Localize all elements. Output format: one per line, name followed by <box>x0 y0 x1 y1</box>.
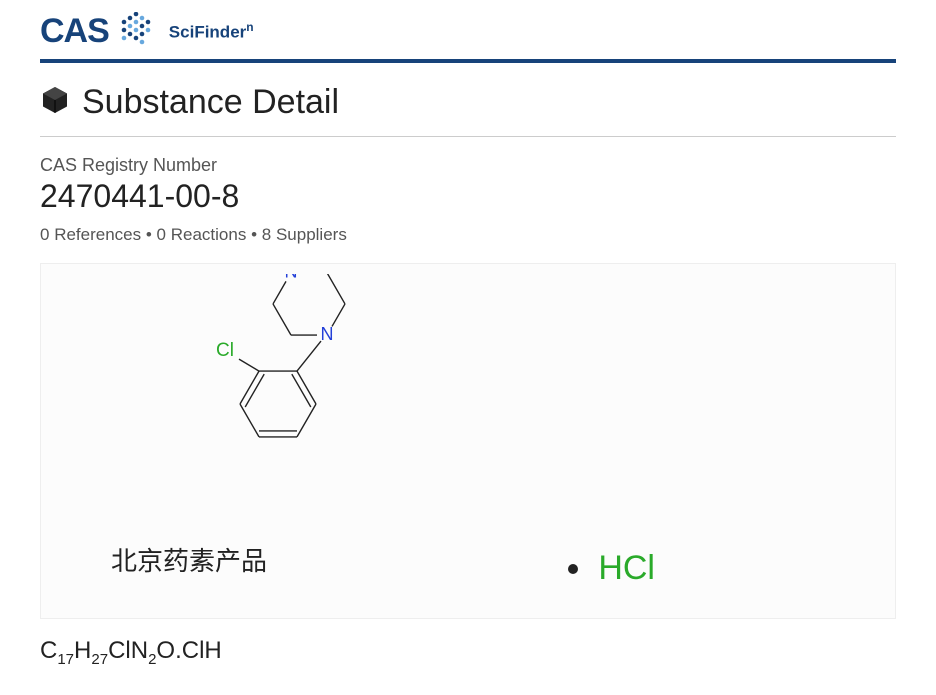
watermark-text: 北京药素产品 <box>111 541 267 578</box>
brand-dots-icon <box>117 12 155 51</box>
substance-icon <box>40 85 70 120</box>
registry-number: 2470441-00-8 <box>40 178 896 215</box>
page-title-row: Substance Detail <box>40 63 896 137</box>
molecule-diagram: ClNNO <box>148 274 788 504</box>
references-link[interactable]: 0 References <box>40 225 141 244</box>
brand-product-name: SciFindern <box>169 20 254 43</box>
reactions-link[interactable]: 0 Reactions <box>157 225 247 244</box>
structure-panel: ClNNO 北京药素产品 HCl <box>40 263 896 619</box>
page-title: Substance Detail <box>82 83 339 122</box>
svg-text:Cl: Cl <box>216 340 234 361</box>
hcl-text: HCl <box>598 549 655 588</box>
brand-product-sup: n <box>246 20 253 34</box>
stats-row: 0 References • 0 Reactions • 8 Suppliers <box>40 225 896 245</box>
brand-logo-text: CAS <box>40 12 109 51</box>
bullet-icon <box>568 564 578 574</box>
svg-text:N: N <box>285 274 298 281</box>
brand-product-text: SciFinder <box>169 23 246 42</box>
molecular-formula: C17H27ClN2O.ClH <box>40 637 896 668</box>
hcl-salt: HCl <box>568 549 655 588</box>
svg-text:N: N <box>321 324 334 344</box>
header-bar: CAS SciFindern <box>40 0 896 63</box>
registry-label: CAS Registry Number <box>40 155 896 176</box>
suppliers-link[interactable]: 8 Suppliers <box>262 225 347 244</box>
